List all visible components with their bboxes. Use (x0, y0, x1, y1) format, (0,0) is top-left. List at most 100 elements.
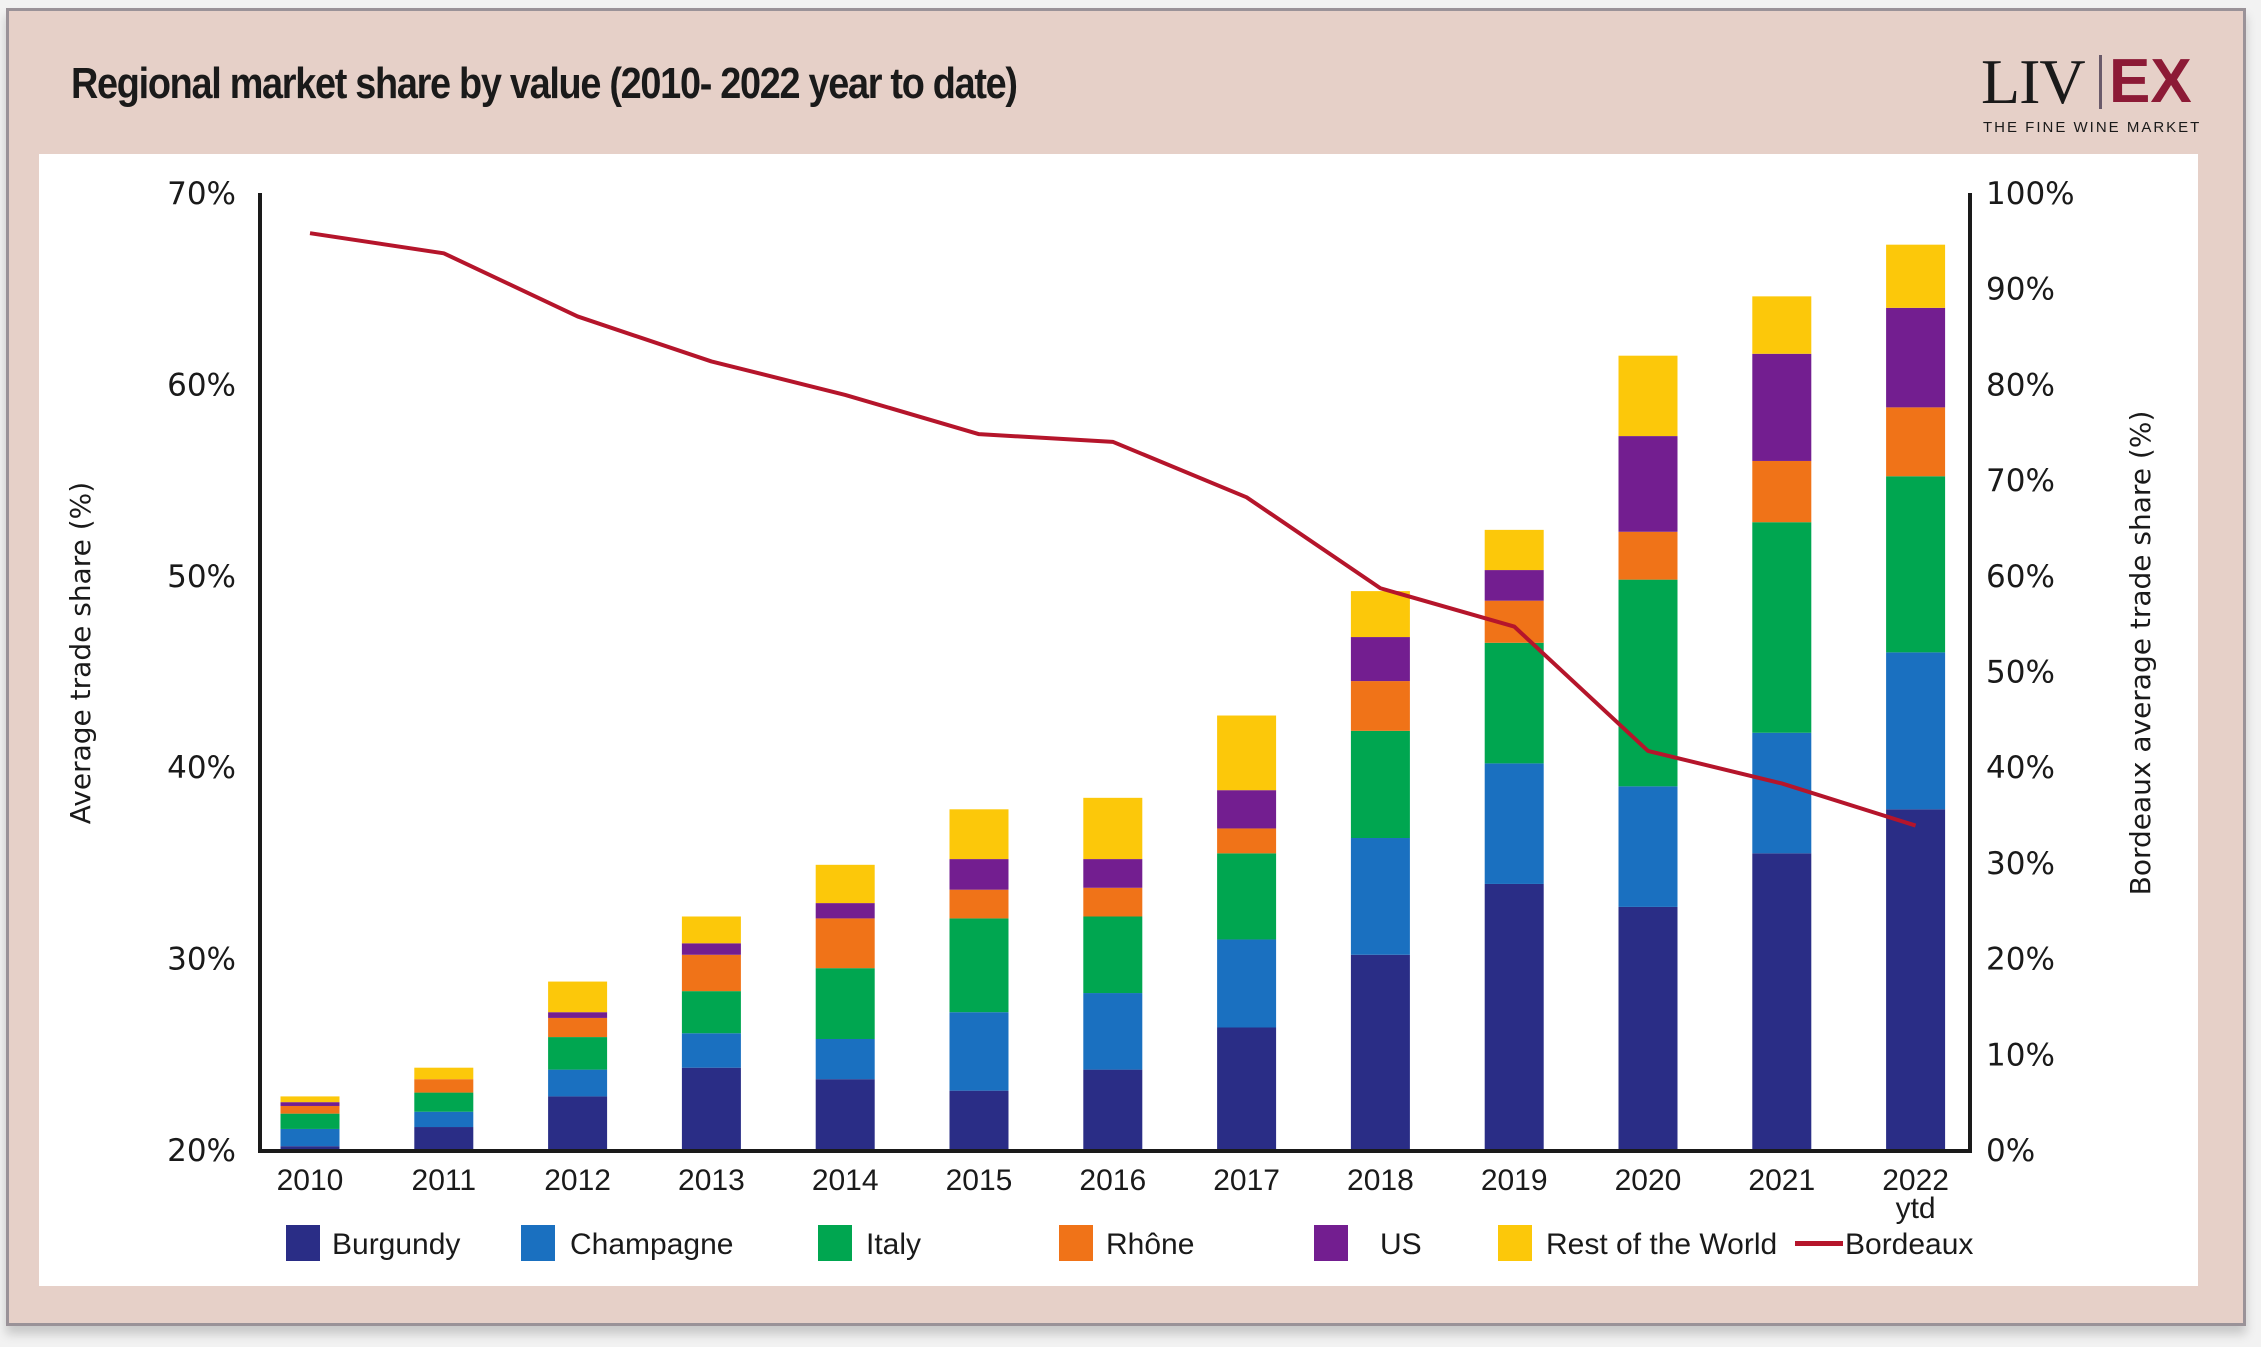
x-tick-label: 2019 (1481, 1164, 1548, 1197)
bar-segment-burgundy-2019 (1484, 883, 1544, 1150)
bar-segment-us-2013 (681, 943, 741, 955)
x-tick-label: 2020 (1615, 1164, 1682, 1197)
bar-segment-champagne-2021 (1752, 732, 1812, 854)
bar-segment-burgundy-2022 (1886, 809, 1946, 1150)
y-tick-label: 60% (167, 367, 236, 403)
bar-segment-italy-2013 (681, 991, 741, 1034)
y2-tick-label: 100% (1986, 176, 2075, 212)
x-tick-label: 2017 (1213, 1164, 1280, 1197)
bar-segment-champagne-2020 (1618, 786, 1678, 907)
bar-segment-italy-2011 (414, 1092, 474, 1112)
y-tick-label: 40% (167, 750, 236, 786)
legend-item-burgundy: Burgundy (286, 1225, 460, 1261)
bar-segment-champagne-2017 (1217, 939, 1277, 1028)
y2-tick-label: 90% (1986, 272, 2055, 308)
x-tick-label: 2016 (1079, 1164, 1146, 1197)
bar-segment-rest-of-the-world-2010 (280, 1096, 340, 1103)
y2-tick-label: 80% (1986, 367, 2055, 403)
legend-label-italy: Italy (866, 1228, 921, 1261)
bar-segment-champagne-2012 (548, 1069, 608, 1097)
bar-segment-italy-2021 (1752, 522, 1812, 733)
bar-segment-us-2020 (1618, 436, 1678, 532)
legend-label-us: US (1380, 1228, 1422, 1261)
bar-segment-champagne-2018 (1350, 838, 1410, 955)
y2-tick-label: 40% (1986, 750, 2055, 786)
bar-segment-rest-of-the-world-2013 (681, 916, 741, 944)
y-tick-label: 30% (167, 942, 236, 978)
x-tick-label: 2012 (544, 1164, 611, 1197)
logo-divider (2099, 55, 2102, 109)
bar-segment-rh-ne-2022 (1886, 407, 1946, 477)
bar-segment-rh-ne-2010 (280, 1105, 340, 1114)
bar-segment-burgundy-2021 (1752, 853, 1812, 1150)
bar-segment-rest-of-the-world-2018 (1350, 591, 1410, 638)
y-tick-label: 20% (167, 1133, 236, 1169)
bar-segment-italy-2019 (1484, 642, 1544, 764)
y2-tick-label: 20% (1986, 942, 2055, 978)
legend-swatch-us (1314, 1225, 1348, 1261)
bar-segment-rest-of-the-world-2016 (1083, 797, 1143, 860)
bar-segment-italy-2012 (548, 1037, 608, 1070)
bar-segment-us-2022 (1886, 307, 1946, 408)
bar-segment-rh-ne-2018 (1350, 681, 1410, 731)
bar-segment-us-2014 (815, 903, 875, 919)
x-tick-label: 2021 (1748, 1164, 1815, 1197)
bar-segment-rest-of-the-world-2022 (1886, 244, 1946, 308)
bar-segment-rh-ne-2015 (949, 889, 1009, 919)
bar-segment-us-2010 (280, 1102, 340, 1106)
y-tick-label: 70% (167, 176, 236, 212)
bar-segment-italy-2016 (1083, 916, 1143, 994)
legend-label-champagne: Champagne (570, 1228, 733, 1261)
y-axis-label: Average trade share (%) (64, 482, 97, 824)
bar-segment-rest-of-the-world-2015 (949, 809, 1009, 860)
bar-segment-us-2018 (1350, 637, 1410, 682)
bar-segment-burgundy-2014 (815, 1079, 875, 1150)
bar-segment-italy-2018 (1350, 730, 1410, 839)
y2-tick-label: 0% (1986, 1133, 2035, 1169)
bar-segment-italy-2010 (280, 1113, 340, 1129)
y-ticks-right: 0% 10% 20% 30% 40% 50% 60% 70% 80% 90% 100% (1986, 176, 2075, 1169)
bar-segment-italy-2014 (815, 968, 875, 1039)
logo-liv: LIV (1981, 46, 2086, 117)
bar-segment-burgundy-2017 (1217, 1027, 1277, 1150)
legend-item-bordeaux: Bordeaux (1795, 1228, 1973, 1261)
chart-title: Regional market share by value (2010- 20… (71, 59, 1018, 108)
y2-tick-label: 30% (1986, 846, 2055, 882)
bar-segment-us-2012 (548, 1012, 608, 1018)
bar-segment-burgundy-2015 (949, 1090, 1009, 1150)
x-tick-label: 2015 (946, 1164, 1013, 1197)
bar-segment-burgundy-2018 (1350, 954, 1410, 1150)
legend-label-bordeaux: Bordeaux (1845, 1228, 1973, 1261)
bar-segment-rh-ne-2020 (1618, 531, 1678, 580)
bar-segment-rest-of-the-world-2012 (548, 981, 608, 1013)
bar-segment-us-2019 (1484, 570, 1544, 601)
bar-segment-rest-of-the-world-2020 (1618, 355, 1678, 437)
legend-item-champagne: Champagne (521, 1225, 733, 1261)
x-tick-label: 2011 (412, 1164, 477, 1197)
x-tick-label: 2014 (812, 1164, 879, 1197)
bar-segment-rest-of-the-world-2011 (414, 1067, 474, 1080)
bar-segment-burgundy-2016 (1083, 1069, 1143, 1150)
legend-swatch-champagne (521, 1225, 555, 1261)
x-tick-label: 2010 (277, 1164, 344, 1197)
legend-item-us: US (1314, 1225, 1422, 1261)
bar-segment-champagne-2011 (414, 1111, 474, 1128)
legend-swatch-rh-ne (1059, 1225, 1093, 1261)
bar-segment-rest-of-the-world-2019 (1484, 529, 1544, 571)
y2-axis-label: Bordeaux average trade share (%) (2124, 411, 2157, 896)
bar-segment-champagne-2019 (1484, 763, 1544, 884)
bar-segment-rh-ne-2012 (548, 1017, 608, 1038)
bar-segment-burgundy-2010 (280, 1146, 340, 1150)
bar-segment-us-2021 (1752, 353, 1812, 461)
legend-label-rest-of-the-world: Rest of the World (1546, 1228, 1777, 1261)
y2-tick-label: 60% (1986, 559, 2055, 595)
legend-swatch-bordeaux (1795, 1241, 1843, 1246)
bar-segment-italy-2022 (1886, 476, 1946, 653)
logo-ex: EX (2109, 47, 2192, 116)
y-tick-label: 50% (167, 559, 236, 595)
bar-segment-burgundy-2013 (681, 1067, 741, 1150)
bar-segment-rest-of-the-world-2021 (1752, 296, 1812, 354)
legend-label-rh-ne: Rhône (1106, 1228, 1194, 1261)
bar-segment-burgundy-2020 (1618, 906, 1678, 1150)
bar-segment-us-2016 (1083, 859, 1143, 888)
